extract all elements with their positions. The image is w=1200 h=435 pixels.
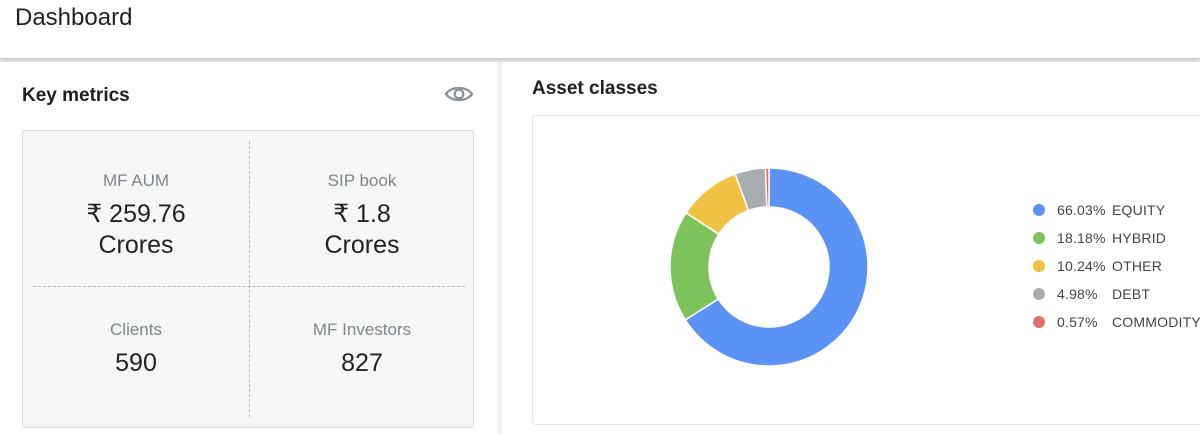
- metric-label: Clients: [110, 320, 162, 339]
- metrics-grid: MF AUM ₹ 259.76 Crores SIP book ₹ 1.8 Cr…: [22, 130, 474, 428]
- eye-icon-graphic: [444, 86, 474, 102]
- metric-mf-aum: MF AUM ₹ 259.76 Crores: [23, 171, 249, 261]
- metric-value-unit: Crores: [98, 231, 174, 259]
- asset-classes-title: Asset classes: [532, 78, 658, 99]
- asset-classes-card: Asset classes 66.03% EQUITY 18.18% HYBRI…: [502, 62, 1200, 435]
- legend-item-equity[interactable]: 66.03% EQUITY: [1033, 196, 1200, 224]
- legend-percent: 0.57%: [1057, 314, 1098, 330]
- legend-label: OTHER: [1112, 258, 1162, 274]
- legend-label: DEBT: [1112, 286, 1151, 302]
- legend-label: HYBRID: [1112, 230, 1167, 246]
- metric-value-amount: 590: [115, 349, 157, 377]
- metric-sip-book: SIP book ₹ 1.8 Crores: [249, 171, 475, 261]
- legend-item-other[interactable]: 10.24% OTHER: [1033, 252, 1200, 280]
- metric-mf-investors: MF Investors 827: [249, 320, 475, 379]
- page-title: Dashboard: [15, 4, 133, 31]
- metric-value: 827: [249, 348, 475, 379]
- metric-label: MF Investors: [312, 320, 412, 339]
- key-metrics-card: Key metrics MF AUM ₹ 259.76 Crores SIP b…: [0, 62, 497, 435]
- metric-value-amount: 827: [341, 349, 383, 377]
- legend-swatch: [1033, 288, 1045, 300]
- metric-label: MF AUM: [102, 171, 170, 190]
- legend-percent: 66.03%: [1057, 202, 1106, 218]
- legend-swatch: [1033, 316, 1045, 328]
- asset-classes-chart: 66.03% EQUITY 18.18% HYBRID 10.24% OTHER…: [532, 115, 1200, 425]
- legend-percent: 10.24%: [1057, 258, 1106, 274]
- legend-label: COMMODITY: [1112, 314, 1200, 330]
- legend-swatch: [1033, 260, 1045, 272]
- legend-percent: 18.18%: [1057, 230, 1106, 246]
- metric-value-amount: ₹ 1.8: [333, 200, 391, 228]
- donut-slice-equity[interactable]: [684, 167, 869, 367]
- legend-swatch: [1033, 204, 1045, 216]
- chart-legend: 66.03% EQUITY 18.18% HYBRID 10.24% OTHER…: [1033, 196, 1200, 336]
- grid-divider-vertical: [249, 141, 250, 417]
- legend-percent: 4.98%: [1057, 286, 1098, 302]
- legend-item-debt[interactable]: 4.98% DEBT: [1033, 280, 1200, 308]
- metric-value: ₹ 259.76 Crores: [23, 199, 249, 261]
- metric-value-unit: Crores: [324, 231, 400, 259]
- metric-clients: Clients 590: [23, 320, 249, 379]
- legend-label: EQUITY: [1112, 202, 1166, 218]
- key-metrics-title: Key metrics: [22, 85, 130, 106]
- metric-label: SIP book: [327, 171, 397, 190]
- top-bar: Dashboard: [0, 0, 1200, 59]
- legend-item-commodity[interactable]: 0.57% COMMODITY: [1033, 308, 1200, 336]
- metric-value-amount: ₹ 259.76: [86, 200, 186, 228]
- donut-slice-commodity[interactable]: [764, 167, 770, 208]
- metric-value: ₹ 1.8 Crores: [249, 199, 475, 261]
- metric-value: 590: [23, 348, 249, 379]
- eye-icon[interactable]: [443, 81, 475, 107]
- legend-item-hybrid[interactable]: 18.18% HYBRID: [1033, 224, 1200, 252]
- legend-swatch: [1033, 232, 1045, 244]
- grid-divider-horizontal: [33, 286, 465, 287]
- donut-chart: [669, 167, 869, 367]
